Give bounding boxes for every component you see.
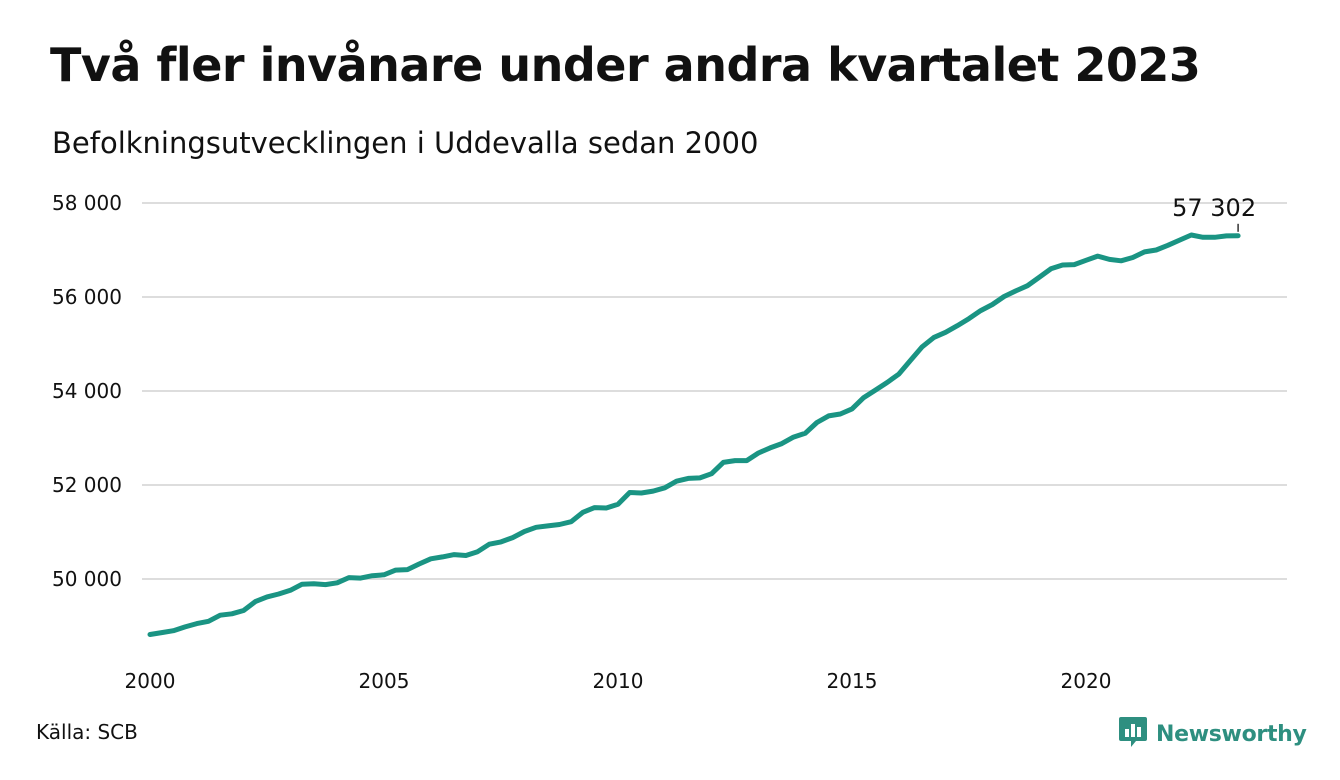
x-tick-label: 2010 [593,669,644,693]
end-label-layer: 57 302 [1172,194,1256,232]
source-note: Källa: SCB [36,720,138,744]
x-axis-ticks: 2000 2005 2010 2015 2020 [125,669,1112,693]
y-tick-label: 56 000 [52,285,122,309]
gridlines [142,202,1287,580]
y-tick-label: 52 000 [52,473,122,497]
chart-title: Två fler invånare under andra kvartalet … [50,38,1201,92]
y-tick-label: 54 000 [52,379,122,403]
y-tick-label: 58 000 [52,191,122,215]
newsworthy-logo-icon [1118,715,1148,753]
brand-logo[interactable]: Newsworthy [1118,715,1307,753]
y-tick-label: 50 000 [52,567,122,591]
brand-name: Newsworthy [1156,721,1307,747]
end-value-label: 57 302 [1172,194,1256,222]
series-line [147,232,1241,637]
x-tick-label: 2020 [1061,669,1112,693]
chart-subtitle: Befolkningsutvecklingen i Uddevalla seda… [52,126,759,160]
series-layer [147,232,1241,637]
x-tick-label: 2005 [359,669,410,693]
y-axis-ticks: 50 000 52 000 54 000 56 000 58 000 [52,191,122,591]
x-tick-label: 2000 [125,669,176,693]
x-tick-label: 2015 [827,669,878,693]
